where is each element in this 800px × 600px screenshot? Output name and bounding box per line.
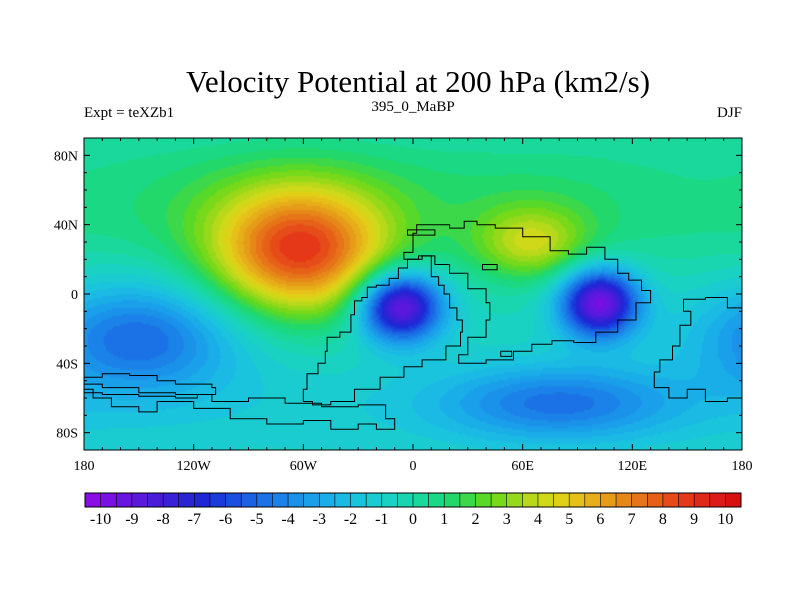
colorbar-box xyxy=(428,493,445,507)
colorbar-frame xyxy=(84,492,742,508)
experiment-label: Expt = teXZb1 xyxy=(84,105,174,121)
colorbar-label: -7 xyxy=(188,511,201,528)
colorbar-box xyxy=(225,493,242,507)
colorbar-box xyxy=(319,493,336,507)
colorbar-box xyxy=(194,493,211,507)
coastline-island xyxy=(500,350,513,357)
colorbar-label: 4 xyxy=(534,511,542,528)
colorbar-box xyxy=(678,493,695,507)
colorbar-label: -9 xyxy=(125,511,138,528)
colorbar-box xyxy=(100,493,117,507)
colorbar-box xyxy=(631,493,648,507)
season-label: DJF xyxy=(717,105,742,121)
colorbar-box xyxy=(397,493,414,507)
colorbar-label: 5 xyxy=(565,511,573,528)
colorbar-box xyxy=(725,493,742,507)
colorbar-box xyxy=(256,493,273,507)
coastline-americas xyxy=(84,383,396,430)
colorbar-label: 6 xyxy=(596,511,604,528)
x-tick-label: 0 xyxy=(410,459,417,474)
colorbar-box xyxy=(459,493,476,507)
colorbar-box xyxy=(553,493,570,507)
colorbar-label: -6 xyxy=(219,511,232,528)
colorbar-label: -5 xyxy=(250,511,263,528)
colorbar-label: 9 xyxy=(690,511,698,528)
colorbar-label: -8 xyxy=(156,511,169,528)
colorbar-box xyxy=(366,493,383,507)
contour-field xyxy=(84,138,742,450)
colorbar-box xyxy=(163,493,180,507)
colorbar-box xyxy=(709,493,726,507)
x-tick-label: 180 xyxy=(74,459,95,474)
colorbar-label: -2 xyxy=(344,511,357,528)
coastline-island xyxy=(482,264,498,271)
x-tick-label: 60W xyxy=(290,459,318,474)
x-tick-label: 120W xyxy=(177,459,212,474)
colorbar-box xyxy=(475,493,492,507)
x-tick-label: 120E xyxy=(618,459,648,474)
coastline-africa xyxy=(302,255,463,406)
run-label: 395_0_MaBP xyxy=(371,99,454,115)
colorbar-box xyxy=(288,493,304,507)
coastline-australia xyxy=(84,373,217,399)
coastlines xyxy=(84,220,742,430)
colorbar-box xyxy=(241,493,258,507)
x-tick-label: 60E xyxy=(511,459,534,474)
colorbar-box xyxy=(147,493,164,507)
colorbar-box xyxy=(303,493,320,507)
colorbar-label: -4 xyxy=(281,511,294,528)
axis-ticks: 180 120W 60W 0 60E 120E 180 80N 40N 0 40S 80S xyxy=(54,138,753,474)
colorbar-label: -1 xyxy=(375,511,388,528)
colorbar-box xyxy=(116,493,133,507)
y-tick-label: 80S xyxy=(56,427,78,442)
colorbar-box xyxy=(569,493,586,507)
y-tick-label: 40N xyxy=(54,219,78,234)
colorbar-box xyxy=(491,493,508,507)
colorbar-box xyxy=(131,493,148,507)
y-tick-label: 80N xyxy=(54,149,78,164)
coastline-asia xyxy=(403,220,652,364)
colorbar-label: 7 xyxy=(628,511,636,528)
colorbar-box xyxy=(600,493,617,507)
coastline-east xyxy=(653,297,742,402)
colorbar-label: 0 xyxy=(409,511,417,528)
y-tick-label: 40S xyxy=(56,357,78,372)
colorbar-box xyxy=(334,493,351,507)
colorbar-box xyxy=(350,493,367,507)
y-tick-label: 0 xyxy=(71,288,78,303)
colorbar-box xyxy=(616,493,632,507)
colorbar: -10 -9 -8 -7 -6 -5 -4 -3 -2 -1 0 1 2 3 4 5 6 7 8 9 10 xyxy=(84,492,742,528)
colorbar-label: -3 xyxy=(313,511,326,528)
colorbar-box xyxy=(381,493,398,507)
colorbar-box xyxy=(413,493,429,507)
coastline-island xyxy=(407,229,436,236)
colorbar-box xyxy=(506,493,523,507)
colorbar-box xyxy=(694,493,711,507)
x-tick-label: 180 xyxy=(732,459,753,474)
colorbar-label: 10 xyxy=(717,511,733,528)
colorbar-label: -10 xyxy=(90,511,111,528)
colorbar-box xyxy=(85,493,101,507)
colorbar-box xyxy=(537,493,554,507)
colorbar-box xyxy=(647,493,664,507)
colorbar-box xyxy=(522,493,539,507)
colorbar-box xyxy=(662,493,679,507)
colorbar-box xyxy=(178,493,195,507)
colorbar-label: 2 xyxy=(471,511,479,528)
velocity-potential-field xyxy=(84,138,742,450)
colorbar-box xyxy=(209,493,226,507)
chart-title: Velocity Potential at 200 hPa (km2/s) xyxy=(186,64,650,99)
colorbar-box xyxy=(272,493,289,507)
colorbar-box xyxy=(584,493,601,507)
colorbar-label: 1 xyxy=(440,511,448,528)
colorbar-label: 3 xyxy=(503,511,511,528)
colorbar-label: 8 xyxy=(659,511,667,528)
colorbar-box xyxy=(444,493,461,507)
